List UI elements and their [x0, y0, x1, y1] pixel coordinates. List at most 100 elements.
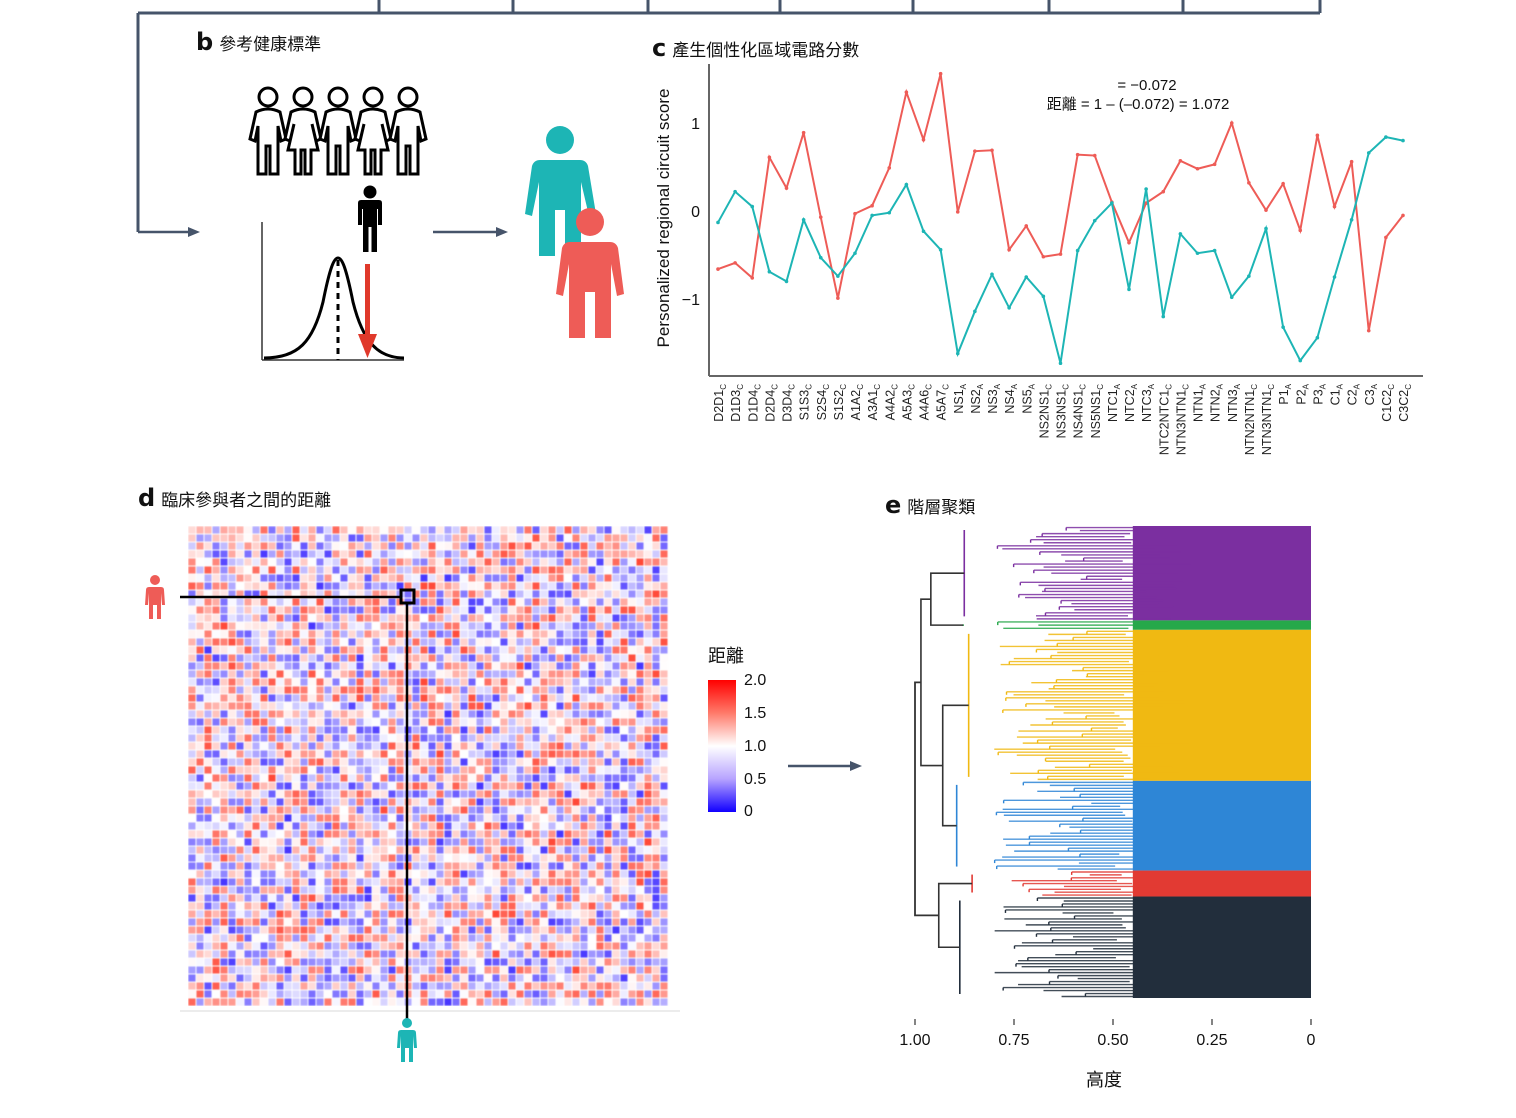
data-point — [1264, 226, 1268, 231]
heatmap-overlay — [145, 575, 680, 1062]
data-point — [1178, 159, 1183, 163]
data-point — [887, 210, 892, 215]
data-point — [973, 309, 977, 314]
person-red-icon — [145, 575, 165, 619]
data-point — [870, 203, 874, 208]
bell-curve — [263, 256, 405, 360]
colorbar-gradient — [708, 680, 736, 812]
data-point — [750, 276, 755, 280]
x-tick-label: C3A — [1363, 383, 1379, 405]
x-tick-label: A4A6C — [918, 384, 934, 421]
data-point — [1366, 328, 1371, 333]
colorbar-tick: 0 — [744, 803, 753, 820]
x-tick-label: A1A2C — [849, 384, 865, 421]
data-point — [1075, 248, 1080, 253]
panel-d-heading: 臨床參與者之間的距離 — [161, 491, 332, 511]
data-point — [818, 215, 823, 219]
x-tick-label: 0 — [1306, 1032, 1316, 1049]
cluster-band-yellow — [1132, 629, 1311, 781]
data-point — [1092, 153, 1097, 158]
x-tick-label: A5A3C — [900, 384, 916, 421]
annotation-line-1: = −0.072 — [1117, 77, 1176, 94]
x-tick-label: NTC2A — [1123, 383, 1139, 422]
panel-c-title: c 產生個性化區域電路分數 — [652, 34, 859, 62]
x-tick-label: P2A — [1294, 383, 1310, 404]
data-point — [1092, 218, 1097, 223]
x-tick-label: NS5A — [1020, 383, 1036, 413]
x-tick-label: NS1A — [952, 383, 968, 413]
person-outline-icon — [388, 86, 428, 176]
data-point — [1178, 232, 1183, 236]
data-point — [1024, 224, 1029, 228]
person-teal-icon — [525, 126, 596, 256]
x-tick-label: NS3A — [986, 383, 1002, 413]
circuit-score-line-chart: Personalized regional circuit score 1 0 −1… — [654, 64, 1423, 455]
x-tick-label: NS3NS1C — [1055, 384, 1071, 439]
data-point — [836, 274, 840, 278]
distance-colorbar-legend: 距離 2.0 1.5 1.0 0.5 0 — [700, 640, 820, 830]
x-tick-label: 0.50 — [1097, 1032, 1129, 1049]
x-tick-label: NTN3A — [1226, 383, 1242, 422]
data-point — [921, 229, 926, 234]
frame-dividers — [377, 0, 1185, 13]
data-point — [973, 149, 977, 153]
data-point — [1058, 252, 1063, 256]
panel-d-title: d 臨床參與者之間的距離 — [138, 484, 331, 512]
data-point — [716, 267, 720, 271]
x-tick-label: NS2NS1C — [1037, 384, 1053, 439]
data-point — [767, 155, 772, 160]
x-tick-label: S2S4C — [815, 384, 831, 421]
data-point — [904, 182, 909, 187]
data-point — [853, 211, 857, 216]
data-point — [1384, 135, 1388, 139]
x-tick-label: S1S2C — [832, 384, 848, 421]
x-tick-label: NTC1A — [1106, 383, 1122, 422]
data-point — [1212, 162, 1217, 167]
data-point — [990, 272, 994, 277]
data-point — [1195, 166, 1200, 171]
panel-e-title: e 階層聚類 — [885, 491, 975, 519]
arrow-d-to-e — [788, 761, 862, 771]
data-point — [1041, 294, 1046, 299]
x-tick-label: C2A — [1346, 383, 1362, 405]
person-outline-icon — [318, 86, 358, 176]
data-point — [733, 261, 737, 265]
data-point — [1247, 274, 1251, 278]
selected-cell-marker[interactable] — [399, 588, 416, 605]
data-point — [938, 247, 943, 252]
panel-b-title: b 參考健康標準 — [196, 28, 321, 56]
x-tick-label: A4A2C — [883, 384, 899, 421]
x-tick-label: S1S3C — [798, 384, 814, 421]
data-point — [1127, 287, 1131, 292]
y-tick-label: 1 — [691, 116, 700, 133]
x-axis-label: 高度 — [1086, 1070, 1122, 1091]
annotation-line-2: 距離 = 1 – (–0.072) = 1.072 — [1047, 95, 1230, 113]
arrow-into-b — [138, 227, 200, 237]
data-point — [1212, 248, 1217, 253]
data-point — [887, 166, 892, 170]
data-point — [1127, 240, 1131, 245]
x-tick-label: A5A7C — [935, 384, 951, 421]
data-point — [1384, 235, 1388, 240]
dendro-root — [914, 681, 939, 917]
data-point — [1161, 189, 1166, 194]
data-point — [1281, 181, 1285, 186]
data-point — [1007, 306, 1011, 310]
x-tick-label: NTN3NTN1C — [1174, 384, 1190, 455]
data-point — [904, 90, 909, 94]
y-tick-label: 0 — [691, 204, 700, 221]
data-point — [801, 218, 806, 222]
panel-e-letter: e — [885, 491, 902, 519]
normal-distribution-curve-icon — [261, 222, 405, 361]
colorbar-tick: 1.5 — [744, 705, 767, 722]
x-tick-label: D3D4C — [781, 384, 797, 422]
x-tick-label: NTC3A — [1140, 383, 1156, 422]
hierarchical-clustering-dendrogram — [914, 526, 1311, 998]
data-point — [1024, 275, 1029, 279]
data-point — [1144, 187, 1148, 191]
y-axis-label: Personalized regional circuit score — [654, 89, 673, 348]
data-point — [955, 351, 960, 356]
participants-pair-icon — [525, 126, 624, 338]
x-tick-label: NTN2A — [1209, 383, 1225, 422]
